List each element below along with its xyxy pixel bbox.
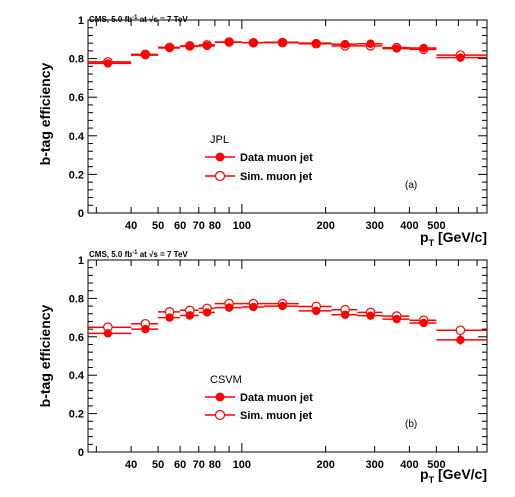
legend-sim-marker bbox=[214, 409, 226, 421]
data-point bbox=[202, 308, 212, 317]
x-tick-label: 50 bbox=[152, 220, 164, 232]
data-point bbox=[419, 43, 428, 53]
y-tick-label: 0.6 bbox=[69, 332, 84, 344]
plot-frame bbox=[87, 259, 488, 453]
legend-entry-data: Data muon jet bbox=[205, 152, 313, 164]
legend-entry-sim: Sim. muon jet bbox=[205, 409, 312, 422]
y-tick-label: 0.6 bbox=[69, 92, 84, 104]
panel-a: b-tag efficiency CMS, 5.0 fb-1 at √s = 7… bbox=[37, 15, 488, 248]
sim-point bbox=[455, 325, 466, 336]
panel-tag: (b) bbox=[405, 419, 417, 430]
data-point bbox=[224, 37, 234, 47]
data-point bbox=[103, 329, 113, 338]
legend-sim-label: Sim. muon jet bbox=[240, 171, 312, 183]
legend-data-label: Data muon jet bbox=[240, 392, 313, 404]
x-tick-label: 300 bbox=[365, 220, 383, 232]
legend-data-marker bbox=[215, 152, 225, 162]
x-tick-label: 50 bbox=[152, 459, 164, 471]
data-point bbox=[249, 302, 258, 312]
data-point bbox=[165, 43, 174, 53]
y-tick-label: 1 bbox=[78, 255, 84, 267]
x-tick-label: 200 bbox=[316, 220, 334, 232]
x-tick-label: 500 bbox=[427, 220, 445, 232]
data-point bbox=[103, 59, 113, 68]
y-axis-label: b-tag efficiency bbox=[37, 304, 53, 407]
legend-sim-label: Sim. muon jet bbox=[240, 410, 312, 422]
x-tick-label: 70 bbox=[193, 220, 205, 232]
data-point bbox=[366, 311, 375, 320]
legend-title: CSVM bbox=[210, 374, 242, 386]
y-axis-label: b-tag efficiency bbox=[37, 62, 53, 165]
data-point bbox=[249, 38, 258, 47]
y-tick-label: 0.2 bbox=[69, 409, 84, 421]
data-point bbox=[312, 38, 321, 48]
data-point bbox=[456, 335, 465, 345]
x-tick-label: 200 bbox=[316, 459, 334, 471]
data-point bbox=[185, 42, 194, 51]
x-tick-label: 100 bbox=[233, 220, 251, 232]
panel-tag: (a) bbox=[405, 180, 417, 191]
data-point bbox=[419, 318, 428, 328]
data-point bbox=[141, 324, 150, 334]
data-point bbox=[278, 37, 287, 47]
x-tick-label: 100 bbox=[233, 459, 251, 471]
legend-data-label: Data muon jet bbox=[240, 152, 313, 164]
x-tick-label: 60 bbox=[174, 220, 186, 232]
x-tick-label: 400 bbox=[400, 220, 418, 232]
x-tick-label: 40 bbox=[125, 220, 137, 232]
y-tick-label: 0 bbox=[78, 208, 84, 220]
y-tick-label: 0.8 bbox=[69, 54, 84, 66]
data-point bbox=[185, 311, 194, 320]
y-tick-label: 0 bbox=[78, 447, 84, 459]
x-tick-label: 70 bbox=[193, 459, 205, 471]
y-tick-label: 0.8 bbox=[69, 293, 84, 305]
x-tick-label: 500 bbox=[427, 459, 445, 471]
data-point bbox=[312, 306, 321, 316]
x-tick-label: 80 bbox=[209, 220, 221, 232]
y-tick-label: 1 bbox=[78, 15, 84, 27]
x-tick-label: 40 bbox=[125, 459, 137, 471]
data-point bbox=[392, 314, 401, 324]
panel-b: b-tag efficiency CMS, 5.0 fb-1 at √s = 7… bbox=[37, 250, 488, 485]
plot-frame bbox=[87, 19, 488, 214]
data-point bbox=[224, 303, 234, 312]
x-tick-label: 400 bbox=[400, 459, 418, 471]
legend-entry-data: Data muon jet bbox=[205, 392, 313, 404]
x-tick-label: 300 bbox=[365, 459, 383, 471]
legend-title: JPL bbox=[210, 134, 229, 146]
data-point bbox=[202, 41, 212, 51]
y-tick-label: 0.2 bbox=[69, 169, 84, 181]
x-tick-label: 60 bbox=[174, 459, 186, 471]
y-tick-label: 0.4 bbox=[69, 370, 85, 382]
legend-entry-sim: Sim. muon jet bbox=[205, 170, 312, 183]
legend-data-marker bbox=[215, 392, 225, 402]
data-point bbox=[278, 301, 287, 311]
cms-banner: CMS, 5.0 fb-1 at √s = 7 TeV bbox=[89, 250, 188, 259]
data-point bbox=[141, 50, 150, 60]
y-tick-label: 0.4 bbox=[69, 131, 85, 143]
data-point bbox=[366, 39, 375, 48]
data-point bbox=[165, 313, 174, 322]
x-tick-label: 80 bbox=[209, 459, 221, 471]
data-point bbox=[392, 44, 401, 53]
data-point bbox=[340, 310, 350, 319]
x-axis-label: pT [GeV/c] bbox=[420, 229, 487, 248]
x-axis-label: pT [GeV/c] bbox=[420, 466, 487, 485]
legend-sim-marker bbox=[214, 170, 226, 182]
data-point bbox=[340, 39, 350, 49]
data-point bbox=[456, 53, 465, 62]
